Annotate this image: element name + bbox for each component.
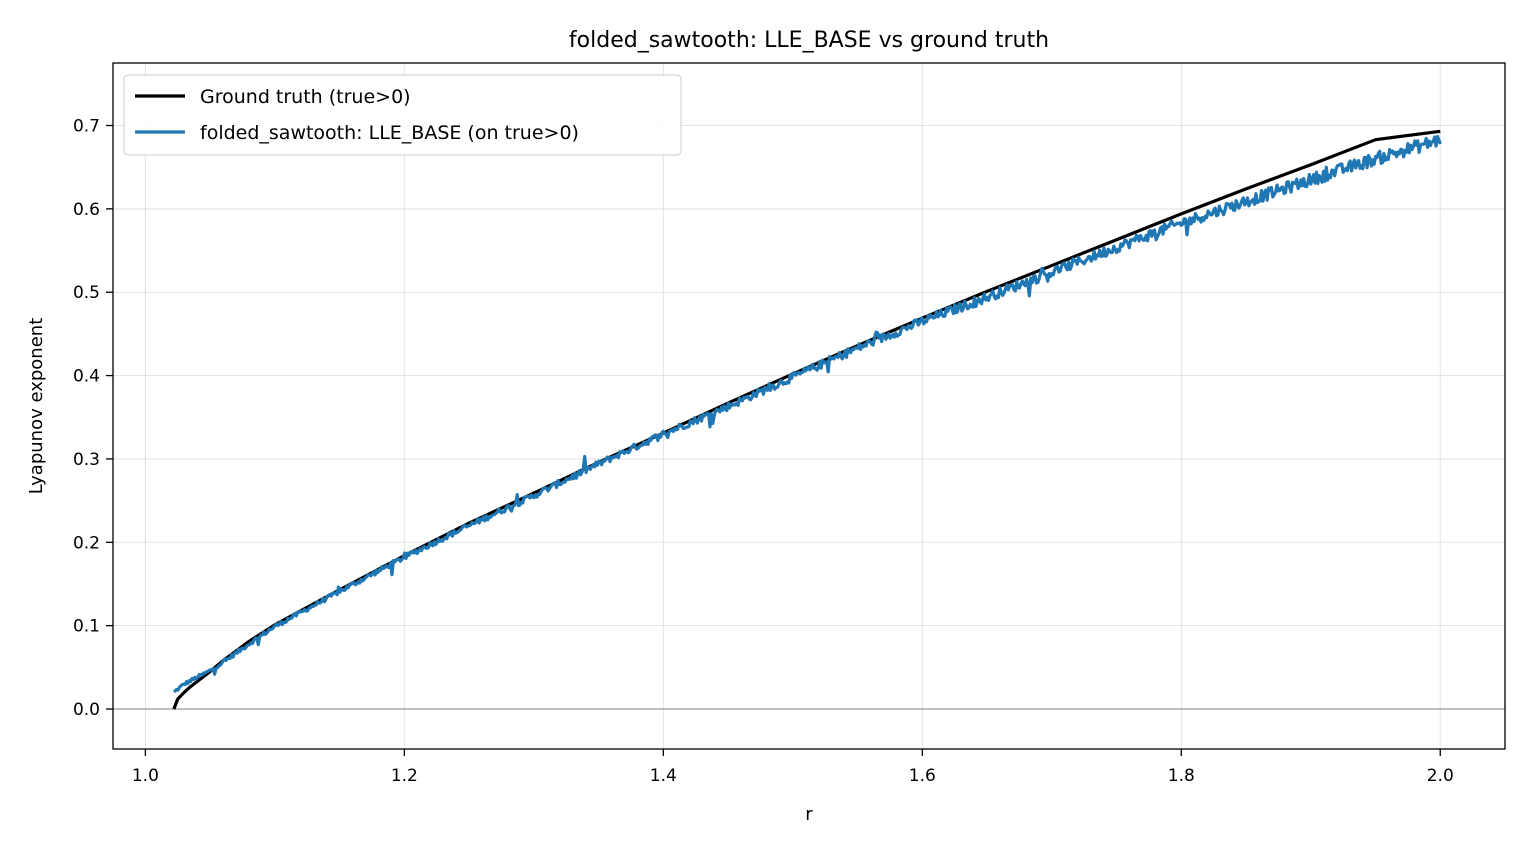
legend-label-ground-truth: Ground truth (true>0): [200, 86, 411, 108]
legend-box: [123, 74, 682, 156]
x-tick-label: 2.0: [1427, 766, 1454, 786]
chart-title: folded_sawtooth: LLE_BASE vs ground trut…: [569, 28, 1049, 53]
legend-label-lle-base: folded_sawtooth: LLE_BASE (on true>0): [200, 122, 579, 144]
plot-frame: [112, 62, 1506, 750]
x-tick-label: 1.0: [132, 766, 159, 786]
y-tick-label: 0.5: [73, 283, 100, 303]
y-tick-label: 0.1: [73, 617, 100, 637]
x-axis-label: r: [805, 804, 813, 825]
y-axis-label: Lyapunov exponent: [26, 318, 47, 494]
x-tick-label: 1.4: [650, 766, 677, 786]
y-tick-label: 0.4: [73, 367, 100, 387]
x-tick-label: 1.8: [1168, 766, 1195, 786]
series-layer: [172, 129, 1442, 710]
series-line-lle-base: [172, 134, 1442, 694]
y-tick-label: 0.7: [73, 117, 100, 137]
y-tick-label: 0.3: [73, 450, 100, 470]
x-axis-ticks: 1.0 1.2 1.4 1.6 1.8 2.0: [132, 749, 1454, 786]
x-tick-label: 1.2: [391, 766, 418, 786]
y-tick-label: 0.2: [73, 533, 100, 553]
y-tick-label: 0.6: [73, 200, 100, 220]
legend: Ground truth (true>0) folded_sawtooth: L…: [123, 74, 682, 156]
x-tick-label: 1.6: [909, 766, 936, 786]
y-tick-label: 0.0: [73, 700, 100, 720]
y-axis-ticks: 0.0 0.1 0.2 0.3 0.4 0.5 0.6 0.7: [73, 117, 113, 720]
